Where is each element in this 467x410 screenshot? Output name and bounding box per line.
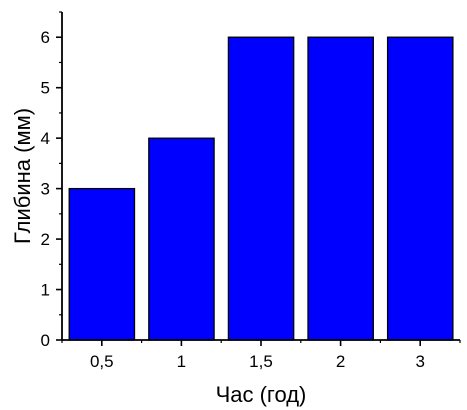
y-axis-title: Глибина (мм) xyxy=(10,108,35,244)
y-tick-label-6: 6 xyxy=(41,28,50,47)
bars-layer xyxy=(68,36,454,341)
y-tick-label-5: 5 xyxy=(41,79,50,98)
y-tick-label-4: 4 xyxy=(41,129,50,148)
y-tick-label-1: 1 xyxy=(41,281,50,300)
bar-1,5 xyxy=(227,36,295,341)
bar-1 xyxy=(148,137,215,341)
y-tick-label-0: 0 xyxy=(41,331,50,350)
bar-3 xyxy=(386,36,454,341)
x-axis-title: Час (год) xyxy=(216,382,307,407)
x-tick-label-1: 1 xyxy=(177,352,186,371)
y-tick-label-2: 2 xyxy=(41,230,50,249)
ticks-layer: 0 1 2 3 4 5 6 0,5 1 1,5 2 3 xyxy=(41,11,461,371)
x-tick-label-0,5: 0,5 xyxy=(90,352,114,371)
x-tick-label-1,5: 1,5 xyxy=(249,352,273,371)
bar-0,5 xyxy=(68,187,136,341)
x-tick-label-2: 2 xyxy=(336,352,345,371)
y-tick-label-3: 3 xyxy=(41,180,50,199)
x-tick-label-3: 3 xyxy=(415,352,424,371)
bar-2 xyxy=(307,36,374,341)
